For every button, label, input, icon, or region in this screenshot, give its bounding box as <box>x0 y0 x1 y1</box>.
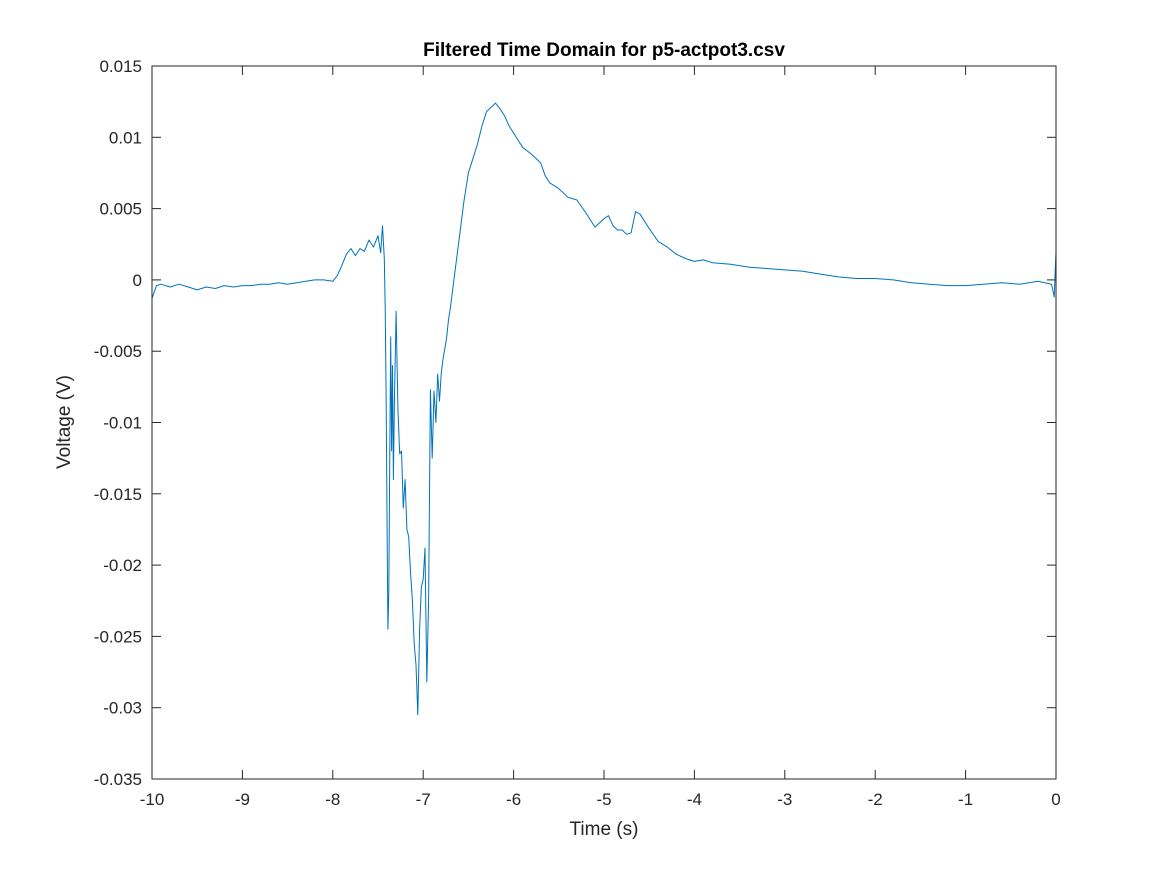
y-tick-label: -0.03 <box>103 699 142 718</box>
y-tick-label: 0.005 <box>99 200 142 219</box>
y-axis-label: Voltage (V) <box>54 375 75 469</box>
y-tick-label: 0.015 <box>99 57 142 76</box>
x-tick-labels: -10 -9 -8 -7 -6 -5 -4 -3 -2 -1 0 <box>140 790 1061 809</box>
y-tick-label: 0 <box>133 271 142 290</box>
x-tick-label: -7 <box>416 790 431 809</box>
x-tick-label: -10 <box>140 790 165 809</box>
y-tick-label: -0.015 <box>94 485 142 504</box>
x-tick-label: -3 <box>777 790 792 809</box>
y-tick-label: 0.01 <box>109 128 142 147</box>
y-tick-label: -0.025 <box>94 627 142 646</box>
y-tick-label: -0.035 <box>94 770 142 789</box>
x-axis-label: Time (s) <box>570 819 639 840</box>
series-line <box>151 102 1057 716</box>
chart-title: Filtered Time Domain for p5-actpot3.csv <box>423 40 785 61</box>
y-tick-labels: -0.035 -0.03 -0.025 -0.02 -0.015 -0.01 -0.005 0… <box>94 57 142 789</box>
x-tick-label: -1 <box>958 790 973 809</box>
x-tick-label: -6 <box>506 790 521 809</box>
plot-box <box>151 65 1057 780</box>
x-tick-label: -5 <box>596 790 611 809</box>
plot-background <box>152 66 1056 779</box>
x-tick-label: 0 <box>1051 790 1060 809</box>
x-tick-label: -8 <box>325 790 340 809</box>
y-tick-label: -0.02 <box>103 556 142 575</box>
y-tick-label: -0.01 <box>103 414 142 433</box>
x-tick-label: -9 <box>235 790 250 809</box>
y-tick-label: -0.005 <box>94 342 142 361</box>
x-tick-label: -4 <box>687 790 702 809</box>
series-layer <box>151 102 1057 716</box>
x-tick-label: -2 <box>868 790 883 809</box>
